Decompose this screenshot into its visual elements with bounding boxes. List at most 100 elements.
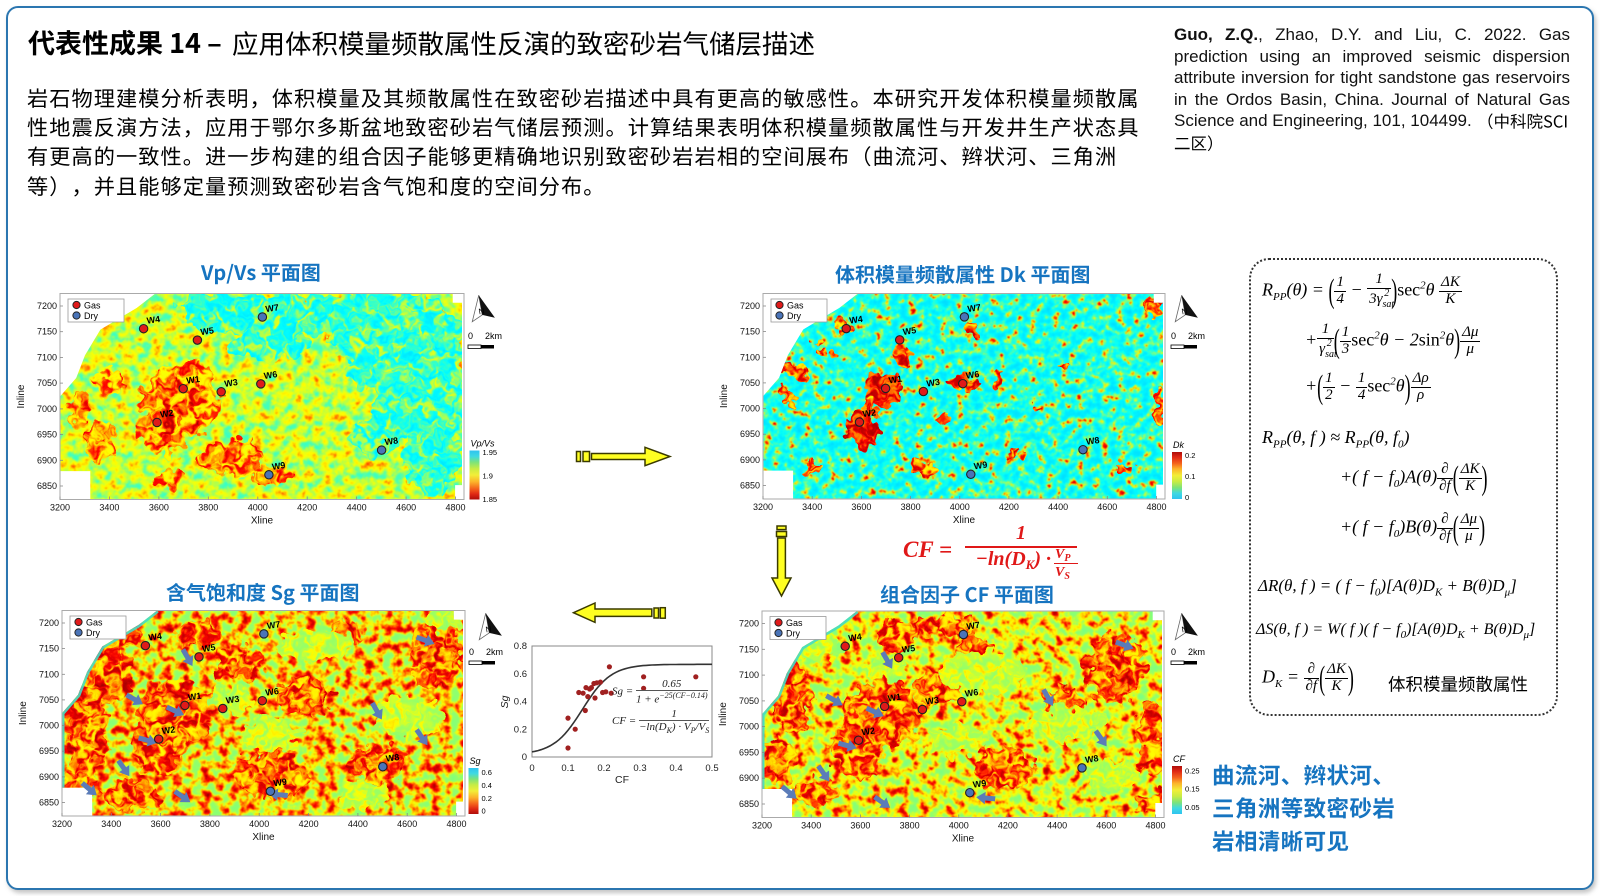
svg-text:3400: 3400 [101,819,121,829]
svg-text:7200: 7200 [39,618,59,628]
svg-text:Gas: Gas [786,618,803,628]
svg-text:0.4: 0.4 [482,781,492,790]
svg-text:Dry: Dry [86,628,100,638]
svg-text:4800: 4800 [446,819,466,829]
svg-text:6900: 6900 [37,455,57,465]
svg-text:4400: 4400 [1047,821,1067,831]
svg-text:4600: 4600 [1097,502,1117,512]
svg-text:Dk: Dk [1173,440,1184,450]
svg-text:6950: 6950 [39,746,59,756]
svg-text:0.6: 0.6 [482,768,492,777]
svg-text:W6: W6 [263,369,278,381]
svg-text:Dry: Dry [786,629,800,639]
svg-text:3600: 3600 [149,503,169,513]
svg-text:3600: 3600 [851,502,871,512]
svg-text:4400: 4400 [1048,502,1068,512]
svg-text:7000: 7000 [739,722,759,732]
svg-text:W6: W6 [265,686,280,698]
svg-text:W3: W3 [225,694,240,706]
svg-text:Inline: Inline [718,702,729,726]
svg-text:W3: W3 [224,377,239,389]
svg-text:0: 0 [482,807,486,816]
svg-text:6900: 6900 [739,773,759,783]
svg-text:N: N [485,624,492,634]
svg-text:1.95: 1.95 [483,448,498,457]
svg-text:3800: 3800 [200,819,220,829]
svg-text:6850: 6850 [740,481,760,491]
svg-text:Sg: Sg [470,756,481,766]
svg-text:Xline: Xline [952,834,975,845]
svg-text:W9: W9 [972,778,987,790]
svg-text:W3: W3 [926,377,941,389]
svg-text:Inline: Inline [719,384,730,408]
svg-text:3200: 3200 [50,503,70,513]
svg-text:W4: W4 [848,632,863,644]
svg-text:0.6: 0.6 [514,669,527,680]
svg-text:4600: 4600 [1096,821,1116,831]
svg-text:W4: W4 [849,314,864,326]
svg-text:3200: 3200 [52,819,72,829]
svg-text:W8: W8 [384,435,399,447]
svg-text:Xline: Xline [251,516,274,527]
svg-text:4400: 4400 [348,819,368,829]
svg-text:4000: 4000 [950,502,970,512]
svg-text:7200: 7200 [739,619,759,629]
svg-text:7050: 7050 [39,695,59,705]
svg-text:0.3: 0.3 [633,763,646,774]
svg-text:4400: 4400 [347,503,367,513]
svg-text:CF: CF [1173,754,1185,764]
svg-text:6850: 6850 [39,798,59,808]
svg-text:W5: W5 [201,642,216,654]
svg-text:7100: 7100 [739,670,759,680]
svg-text:6900: 6900 [39,772,59,782]
svg-text:Dry: Dry [787,311,801,321]
svg-text:4000: 4000 [949,821,969,831]
svg-text:0: 0 [1185,493,1189,502]
svg-text:7200: 7200 [740,301,760,311]
svg-text:W1: W1 [887,692,902,704]
svg-text:0.4: 0.4 [514,697,527,708]
svg-text:CF: CF [615,774,629,786]
svg-text:4800: 4800 [445,503,465,513]
svg-text:7100: 7100 [39,669,59,679]
svg-text:W2: W2 [161,724,176,736]
svg-text:4800: 4800 [1145,821,1165,831]
svg-text:7050: 7050 [37,378,57,388]
svg-text:7150: 7150 [39,644,59,654]
svg-text:4600: 4600 [397,819,417,829]
svg-text:Gas: Gas [86,618,103,628]
svg-text:4000: 4000 [248,503,268,513]
svg-text:Dry: Dry [84,311,98,321]
svg-text:W5: W5 [901,643,916,655]
svg-text:0: 0 [1171,647,1176,657]
svg-text:W1: W1 [187,691,202,703]
svg-text:6950: 6950 [739,747,759,757]
svg-text:3600: 3600 [151,819,171,829]
svg-text:7150: 7150 [740,327,760,337]
svg-text:4200: 4200 [297,503,317,513]
svg-text:W1: W1 [888,374,903,386]
svg-text:W7: W7 [265,302,280,314]
svg-text:Xline: Xline [953,515,976,526]
svg-text:7050: 7050 [739,696,759,706]
svg-text:W7: W7 [967,302,982,314]
svg-text:0.1: 0.1 [1185,472,1195,481]
svg-text:0.05: 0.05 [1185,803,1200,812]
svg-text:W8: W8 [1085,435,1100,447]
svg-text:7150: 7150 [37,327,57,337]
svg-text:0.15: 0.15 [1185,785,1200,794]
svg-text:W6: W6 [964,687,979,699]
svg-text:2km: 2km [1188,331,1205,341]
svg-text:W9: W9 [271,460,286,472]
svg-text:0.4: 0.4 [669,763,682,774]
svg-text:W5: W5 [200,325,215,337]
svg-text:W2: W2 [861,726,876,738]
svg-text:6850: 6850 [739,799,759,809]
svg-text:0: 0 [529,763,534,774]
svg-text:W1: W1 [186,374,201,386]
svg-text:Inline: Inline [16,384,27,408]
svg-text:0.2: 0.2 [597,763,610,774]
svg-text:0.8: 0.8 [514,641,527,652]
svg-text:1.9: 1.9 [483,471,493,480]
svg-text:4600: 4600 [396,503,416,513]
